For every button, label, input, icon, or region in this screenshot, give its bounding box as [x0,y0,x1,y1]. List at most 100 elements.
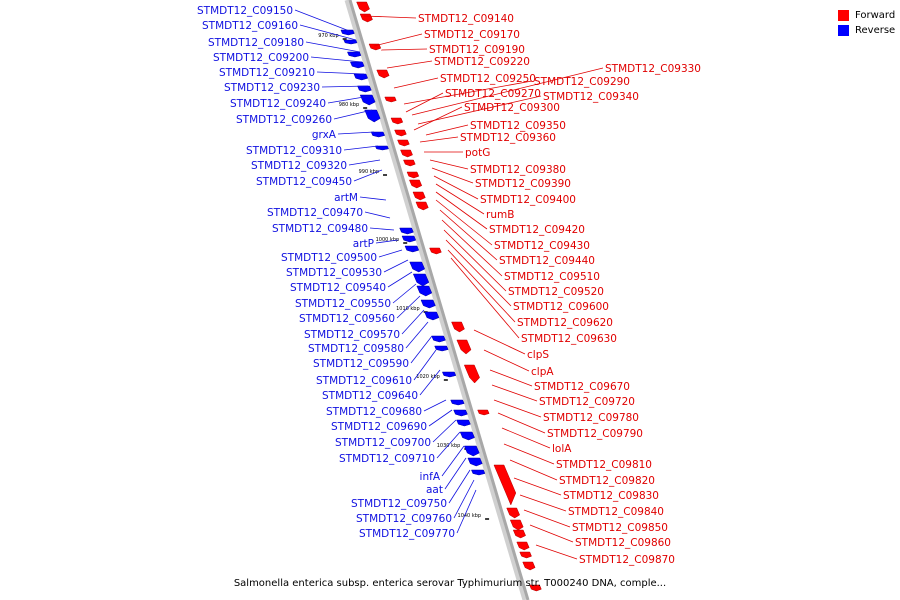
reverse-gene-arrow[interactable] [399,227,414,235]
forward-gene-label[interactable]: STMDT12_C09630 [521,333,617,345]
forward-gene-arrow[interactable] [384,96,397,103]
reverse-gene-arrow[interactable] [467,457,483,467]
reverse-gene-arrow[interactable] [453,409,468,417]
reverse-gene-arrow[interactable] [456,419,471,427]
forward-gene-arrow[interactable] [456,339,472,355]
reverse-gene-label[interactable]: grxA [312,129,337,141]
forward-gene-arrow[interactable] [397,139,410,147]
forward-gene-label[interactable]: STMDT12_C09430 [494,240,590,252]
reverse-gene-arrow[interactable] [353,73,369,81]
reverse-gene-label[interactable]: STMDT12_C09770 [359,528,455,540]
reverse-gene-arrow[interactable] [450,399,465,406]
reverse-gene-label[interactable]: STMDT12_C09470 [267,207,363,219]
forward-gene-label[interactable]: STMDT12_C09170 [424,29,520,41]
forward-gene-label[interactable]: STMDT12_C09390 [475,178,571,190]
reverse-gene-label[interactable]: aat [426,484,443,496]
forward-gene-label[interactable]: STMDT12_C09620 [517,317,613,329]
forward-gene-label[interactable]: STMDT12_C09520 [508,286,604,298]
forward-gene-label[interactable]: STMDT12_C09350 [470,120,566,132]
reverse-gene-arrow[interactable] [459,431,475,441]
reverse-gene-arrow[interactable] [350,61,365,69]
forward-gene-label[interactable]: STMDT12_C09440 [499,255,595,267]
forward-gene-arrow[interactable] [506,507,520,519]
forward-gene-label[interactable]: STMDT12_C09670 [534,381,630,393]
reverse-gene-label[interactable]: STMDT12_C09700 [335,437,431,449]
forward-gene-label[interactable]: STMDT12_C09250 [440,73,536,85]
reverse-gene-arrow[interactable] [404,245,420,253]
forward-gene-label[interactable]: STMDT12_C09860 [575,537,671,549]
forward-gene-label[interactable]: STMDT12_C09380 [470,164,566,176]
forward-gene-label[interactable]: STMDT12_C09870 [579,554,675,566]
reverse-gene-arrow[interactable] [343,39,358,45]
reverse-gene-arrow[interactable] [463,445,480,457]
forward-gene-label[interactable]: rumB [486,209,514,221]
forward-gene-label[interactable]: STMDT12_C09720 [539,396,635,408]
forward-gene-label[interactable]: potG [465,147,490,159]
reverse-gene-arrow[interactable] [370,131,385,138]
forward-gene-label[interactable]: clpS [527,349,549,361]
forward-gene-label[interactable]: STMDT12_C09360 [460,132,556,144]
forward-gene-arrow[interactable] [451,321,465,333]
reverse-gene-arrow[interactable] [340,29,355,36]
forward-gene-arrow[interactable] [394,129,407,137]
reverse-gene-label[interactable]: STMDT12_C09580 [308,343,404,355]
reverse-gene-label[interactable]: artM [334,192,358,204]
forward-gene-label[interactable]: STMDT12_C09420 [489,224,585,236]
forward-gene-label[interactable]: lolA [552,443,572,455]
reverse-gene-label[interactable]: STMDT12_C09320 [251,160,347,172]
reverse-gene-label[interactable]: STMDT12_C09640 [322,390,418,402]
forward-gene-arrow[interactable] [529,584,542,592]
reverse-gene-label[interactable]: STMDT12_C09200 [213,52,309,64]
forward-gene-label[interactable]: STMDT12_C09290 [534,76,630,88]
reverse-gene-arrow[interactable] [412,273,430,287]
reverse-gene-label[interactable]: STMDT12_C09690 [331,421,427,433]
reverse-gene-label[interactable]: STMDT12_C09710 [339,453,435,465]
forward-gene-arrow[interactable] [493,464,517,506]
reverse-gene-label[interactable]: STMDT12_C09530 [286,267,382,279]
reverse-gene-label[interactable]: STMDT12_C09750 [351,498,447,510]
reverse-gene-arrow[interactable] [401,235,417,243]
forward-gene-arrow[interactable] [403,159,416,167]
reverse-gene-label[interactable]: infA [420,471,441,483]
reverse-gene-arrow[interactable] [431,335,446,343]
forward-gene-arrow[interactable] [359,13,373,23]
reverse-gene-arrow[interactable] [359,94,376,106]
reverse-gene-arrow[interactable] [434,345,449,352]
forward-gene-label[interactable]: STMDT12_C09810 [556,459,652,471]
reverse-gene-arrow[interactable] [424,311,440,321]
reverse-gene-label[interactable]: STMDT12_C09310 [246,145,342,157]
reverse-gene-label[interactable]: STMDT12_C09230 [224,82,320,94]
reverse-gene-label[interactable]: STMDT12_C09500 [281,252,377,264]
reverse-gene-label[interactable]: STMDT12_C09150 [197,5,293,17]
forward-gene-label[interactable]: STMDT12_C09790 [547,428,643,440]
forward-gene-arrow[interactable] [516,541,530,551]
forward-gene-label[interactable]: STMDT12_C09600 [513,301,609,313]
forward-gene-label[interactable]: STMDT12_C09820 [559,475,655,487]
forward-gene-arrow[interactable] [409,179,423,189]
reverse-gene-label[interactable]: STMDT12_C09450 [256,176,352,188]
reverse-gene-label[interactable]: STMDT12_C09680 [326,406,422,418]
forward-gene-arrow[interactable] [406,171,420,179]
forward-gene-arrow[interactable] [415,201,429,211]
forward-gene-arrow[interactable] [412,191,426,201]
forward-gene-arrow[interactable] [400,149,413,158]
forward-gene-arrow[interactable] [376,69,390,79]
forward-gene-label[interactable]: STMDT12_C09340 [543,91,639,103]
reverse-gene-label[interactable]: STMDT12_C09540 [290,282,386,294]
forward-gene-label[interactable]: STMDT12_C09190 [429,44,525,56]
forward-gene-label[interactable]: STMDT12_C09780 [543,412,639,424]
forward-gene-label[interactable]: STMDT12_C09270 [445,88,541,100]
reverse-gene-arrow[interactable] [441,371,457,378]
forward-gene-arrow[interactable] [477,409,490,416]
forward-gene-label[interactable]: STMDT12_C09850 [572,522,668,534]
forward-gene-label[interactable]: STMDT12_C09830 [563,490,659,502]
reverse-gene-arrow[interactable] [357,85,372,93]
reverse-gene-arrow[interactable] [420,299,436,309]
forward-gene-label[interactable]: STMDT12_C09840 [568,506,664,518]
reverse-gene-label[interactable]: STMDT12_C09570 [304,329,400,341]
forward-gene-arrow[interactable] [356,1,370,13]
forward-gene-arrow[interactable] [512,529,526,539]
reverse-gene-arrow[interactable] [409,261,426,273]
reverse-gene-label[interactable]: STMDT12_C09560 [299,313,395,325]
forward-gene-label[interactable]: STMDT12_C09400 [480,194,576,206]
